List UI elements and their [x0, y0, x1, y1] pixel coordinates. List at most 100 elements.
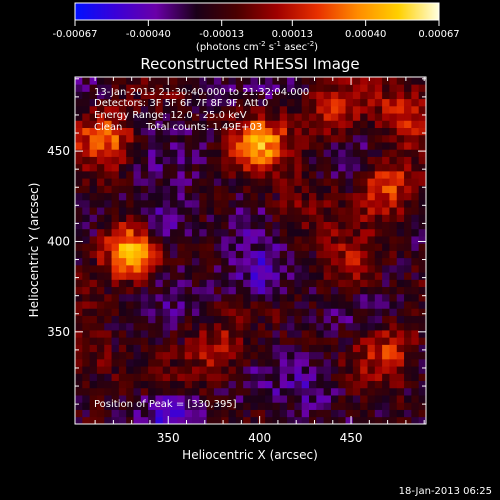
heatmap-cell — [155, 402, 164, 410]
heatmap-cell — [184, 308, 193, 316]
heatmap-cell — [279, 315, 288, 324]
heatmap-cell — [287, 156, 295, 165]
heatmap-cell — [111, 366, 120, 374]
heatmap-cell — [250, 409, 259, 418]
heatmap-cell — [162, 199, 171, 208]
heatmap-cell — [404, 170, 412, 179]
heatmap-cell — [148, 134, 156, 143]
heatmap-cell — [111, 272, 120, 280]
heatmap-cell — [265, 149, 273, 157]
heatmap-cell — [265, 105, 273, 114]
heatmap-cell — [265, 395, 273, 403]
heatmap-cell — [228, 330, 237, 338]
heatmap-cell — [126, 257, 134, 266]
heatmap-cell — [162, 351, 171, 360]
heatmap-cell — [199, 185, 208, 194]
heatmap-cell — [104, 286, 112, 295]
heatmap-cell — [367, 163, 376, 172]
heatmap-cell — [96, 373, 105, 382]
heatmap-cell — [257, 91, 266, 100]
heatmap-cell — [396, 149, 405, 157]
heatmap-cell — [360, 257, 368, 266]
heatmap-cell — [133, 113, 142, 121]
heatmap-cell — [345, 243, 354, 251]
heatmap-cell — [250, 387, 259, 396]
heatmap-cell — [235, 199, 244, 208]
heatmap-cell — [418, 192, 426, 201]
heatmap-cell — [330, 402, 339, 410]
heatmap-cell — [155, 373, 164, 382]
heatmap-cell — [382, 387, 390, 396]
heatmap-cell — [148, 156, 156, 165]
heatmap-cell — [148, 192, 156, 201]
heatmap-cell — [177, 170, 186, 179]
heatmap-cell — [213, 257, 222, 266]
heatmap-cell — [221, 199, 229, 208]
heatmap-cell — [287, 170, 295, 179]
heatmap-cell — [82, 134, 91, 143]
heatmap-cell — [411, 178, 420, 186]
heatmap-cell — [272, 84, 281, 92]
heatmap-cell — [155, 243, 164, 251]
heatmap-cell — [140, 84, 149, 92]
heatmap-cell — [294, 279, 303, 288]
heatmap-cell — [111, 351, 120, 360]
heatmap-cell — [374, 272, 383, 280]
heatmap-cell — [257, 279, 266, 288]
heatmap-cell — [133, 337, 142, 345]
heatmap-cell — [279, 416, 288, 424]
heatmap-cell — [228, 264, 237, 273]
heatmap-cell — [89, 77, 98, 85]
heatmap-cell — [213, 286, 222, 295]
heatmap-cell — [382, 77, 390, 85]
heatmap-cell — [374, 185, 383, 194]
heatmap-cell — [345, 98, 354, 107]
heatmap-cell — [411, 221, 420, 230]
heatmap-cell — [126, 105, 134, 114]
heatmap-cell — [367, 409, 376, 418]
heatmap-cell — [82, 192, 91, 201]
heatmap-cell — [367, 387, 376, 396]
heatmap-cell — [418, 344, 426, 353]
heatmap-cell — [155, 77, 164, 85]
heatmap-cell — [382, 84, 390, 92]
heatmap-cell — [389, 322, 398, 331]
heatmap-cell — [89, 142, 98, 150]
heatmap-cell — [250, 163, 259, 172]
heatmap-cell — [199, 387, 208, 396]
heatmap-cell — [418, 322, 426, 331]
heatmap-cell — [75, 207, 83, 215]
heatmap-cell — [177, 142, 186, 150]
heatmap-cell — [257, 221, 266, 230]
heatmap-cell — [301, 127, 310, 136]
heatmap-cell — [148, 170, 156, 179]
heatmap-cell — [287, 402, 295, 410]
heatmap-cell — [126, 416, 134, 424]
heatmap-cell — [272, 214, 281, 222]
heatmap-cell — [192, 264, 200, 273]
heatmap-cell — [250, 214, 259, 222]
heatmap-cell — [140, 416, 149, 424]
heatmap-cell — [111, 91, 120, 100]
heatmap-cell — [243, 272, 251, 280]
heatmap-cell — [89, 199, 98, 208]
heatmap-cell — [316, 243, 325, 251]
heatmap-cell — [323, 301, 332, 309]
heatmap-cell — [316, 178, 325, 186]
heatmap-cell — [148, 366, 156, 374]
heatmap-cell — [279, 243, 288, 251]
heatmap-cell — [199, 344, 208, 353]
heatmap-cell — [360, 113, 368, 121]
heatmap-cell — [309, 264, 317, 273]
heatmap-cell — [89, 301, 98, 309]
heatmap-cell — [352, 373, 361, 382]
heatmap-cell — [155, 207, 164, 215]
heatmap-cell — [140, 344, 149, 353]
heatmap-cell — [257, 301, 266, 309]
heatmap-cell — [184, 207, 193, 215]
heatmap-cell — [309, 84, 317, 92]
heatmap-cell — [235, 185, 244, 194]
heatmap-cell — [118, 207, 127, 215]
annotation-detectors: Detectors: 3F 5F 6F 7F 8F 9F, Att 0 — [94, 98, 268, 109]
heatmap-cell — [287, 120, 295, 129]
